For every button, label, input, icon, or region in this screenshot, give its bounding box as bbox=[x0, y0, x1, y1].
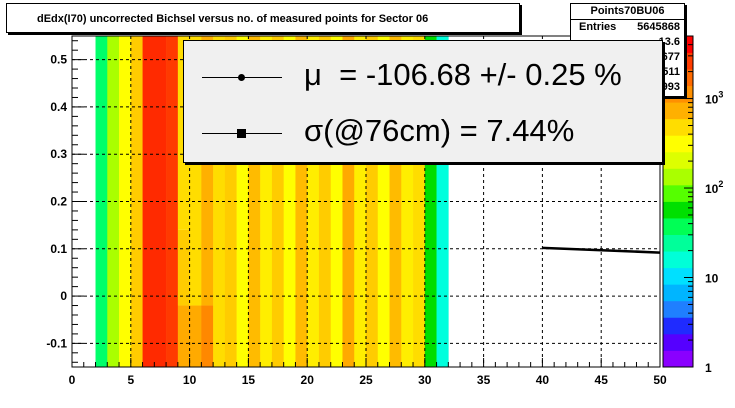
y-tick-label: 0.2 bbox=[50, 195, 67, 209]
profile-line bbox=[542, 246, 661, 254]
fit-legend: μ = -106.68 +/- 0.25 % σ(@76cm) = 7.44% bbox=[183, 40, 663, 163]
y-tick-label: 0.1 bbox=[50, 242, 67, 256]
heatmap-cell bbox=[107, 36, 120, 367]
color-scale-label: 1 bbox=[705, 361, 712, 375]
color-scale-label: 103 bbox=[705, 90, 723, 107]
stats-title: Points70BU06 bbox=[571, 4, 684, 20]
chart-title: dEdx(I70) uncorrected Bichsel versus no.… bbox=[37, 13, 429, 25]
legend-entry-mu: μ = -106.68 +/- 0.25 % bbox=[184, 49, 664, 105]
x-tick-label: 25 bbox=[359, 373, 373, 387]
x-tick-label: 30 bbox=[418, 373, 432, 387]
square-marker-icon bbox=[237, 129, 246, 138]
legend-entry-sigma: σ(@76cm) = 7.44% bbox=[184, 105, 664, 161]
heatmap-cell bbox=[177, 305, 190, 367]
heatmap-cell bbox=[166, 36, 179, 367]
stats-row: 13.6 bbox=[571, 35, 684, 50]
color-scale-bin bbox=[663, 201, 693, 219]
x-tick-label: 50 bbox=[653, 373, 667, 387]
color-scale-bin bbox=[663, 168, 693, 186]
x-tick-label: 10 bbox=[183, 373, 197, 387]
stats-value: 5645868 bbox=[637, 21, 680, 33]
color-scale-bin bbox=[663, 234, 693, 252]
color-scale-bin bbox=[663, 267, 693, 285]
legend-text: σ(@76cm) = 7.44% bbox=[304, 113, 574, 149]
profile-series-line bbox=[542, 246, 661, 254]
heatmap-cell bbox=[95, 36, 108, 367]
color-scale-bin bbox=[663, 184, 693, 202]
color-scale-bin bbox=[663, 317, 693, 335]
heatmap-cell bbox=[142, 36, 167, 367]
color-scale: 1 10 102 103 bbox=[662, 35, 723, 375]
stats-label: Entries bbox=[579, 21, 617, 33]
color-scale-bin bbox=[663, 300, 693, 318]
x-tick-label: 20 bbox=[301, 373, 315, 387]
color-scale-bin bbox=[663, 151, 693, 169]
legend-symbol: μ bbox=[304, 57, 322, 92]
axes: 0 5 10 15 20 25 30 35 40 45 50 -0.1 0 0.1 0.2 0.3 0.4 0.5 bbox=[46, 40, 667, 387]
x-tick-label: 40 bbox=[536, 373, 550, 387]
x-tick-label: 0 bbox=[69, 373, 76, 387]
x-tick-label: 45 bbox=[595, 373, 609, 387]
legend-label: = -106.68 +/- 0.25 % bbox=[339, 57, 622, 92]
color-scale-bin bbox=[663, 251, 693, 269]
stats-value: 13.6 bbox=[658, 36, 680, 48]
color-scale-label: 10 bbox=[705, 272, 719, 286]
y-tick-label: -0.1 bbox=[46, 336, 67, 350]
x-tick-label: 35 bbox=[477, 373, 491, 387]
legend-label: (@76cm) = 7.44% bbox=[323, 113, 575, 148]
heatmap-cell bbox=[177, 229, 190, 306]
color-scale-bin bbox=[663, 284, 693, 302]
stats-row: Entries 5645868 bbox=[571, 20, 684, 35]
color-scale-bin bbox=[663, 218, 693, 235]
heatmap-cell bbox=[189, 305, 202, 367]
circle-marker-icon bbox=[238, 74, 245, 81]
color-scale-bin bbox=[663, 102, 693, 120]
y-tick-label: 0 bbox=[60, 289, 67, 303]
heatmap-cell bbox=[130, 36, 143, 367]
x-tick-label: 15 bbox=[242, 373, 256, 387]
color-scale-bin bbox=[663, 118, 693, 136]
legend-symbol: σ bbox=[304, 113, 324, 148]
y-tick-label: 0.5 bbox=[50, 53, 67, 67]
y-tick-label: 0.3 bbox=[50, 147, 67, 161]
heatmap-cell bbox=[119, 36, 132, 367]
color-scale-bin bbox=[663, 350, 693, 368]
heatmap-cell bbox=[201, 305, 214, 367]
color-scale-bin bbox=[663, 333, 693, 351]
legend-text: μ = -106.68 +/- 0.25 % bbox=[304, 57, 622, 93]
color-scale-label: 102 bbox=[705, 179, 723, 196]
color-scale-bin bbox=[663, 135, 693, 153]
y-tick-label: 0.4 bbox=[50, 100, 67, 114]
chart-title-box: dEdx(I70) uncorrected Bichsel versus no.… bbox=[6, 3, 520, 33]
x-tick-label: 5 bbox=[127, 373, 134, 387]
